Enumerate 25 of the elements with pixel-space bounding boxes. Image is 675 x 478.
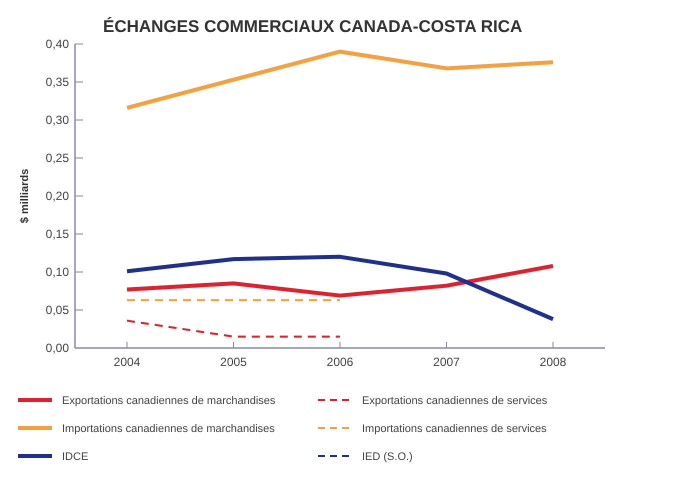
y-tick-label: 0,15: [46, 227, 70, 242]
x-tick-label: 2004: [114, 355, 141, 369]
y-tick-label: 0,10: [46, 265, 70, 280]
legend-label: Exportations canadiennes de services: [362, 394, 548, 407]
chart-title: ÉCHANGES COMMERCIAUX CANADA-COSTA RICA: [103, 16, 522, 36]
legend-label: Importations canadiennes de marchandises: [62, 422, 276, 435]
x-tick-label: 2005: [220, 355, 248, 369]
y-tick-label: 0,00: [46, 341, 70, 356]
y-tick-label: 0,35: [46, 75, 70, 90]
y-tick-label: 0,25: [46, 151, 70, 166]
line-series: [125, 264, 555, 298]
legend-label: IDCE: [62, 450, 88, 463]
y-tick-label: 0,30: [46, 113, 70, 128]
legend-label: IED (S.O.): [362, 450, 413, 463]
x-tick-label: 2006: [326, 355, 354, 369]
x-tick-label: 2007: [433, 355, 460, 369]
line-series: [125, 254, 555, 322]
x-tick-label: 2008: [540, 355, 567, 369]
legend-label: Exportations canadiennes de marchandises: [62, 394, 276, 407]
legend-label: Importations canadiennes de services: [362, 422, 548, 435]
line-series: [125, 50, 555, 110]
y-tick-label: 0,40: [46, 37, 70, 52]
y-axis-title: $ milliards: [19, 168, 31, 224]
y-tick-label: 0,05: [46, 303, 70, 318]
y-tick-label: 0,20: [46, 189, 70, 204]
